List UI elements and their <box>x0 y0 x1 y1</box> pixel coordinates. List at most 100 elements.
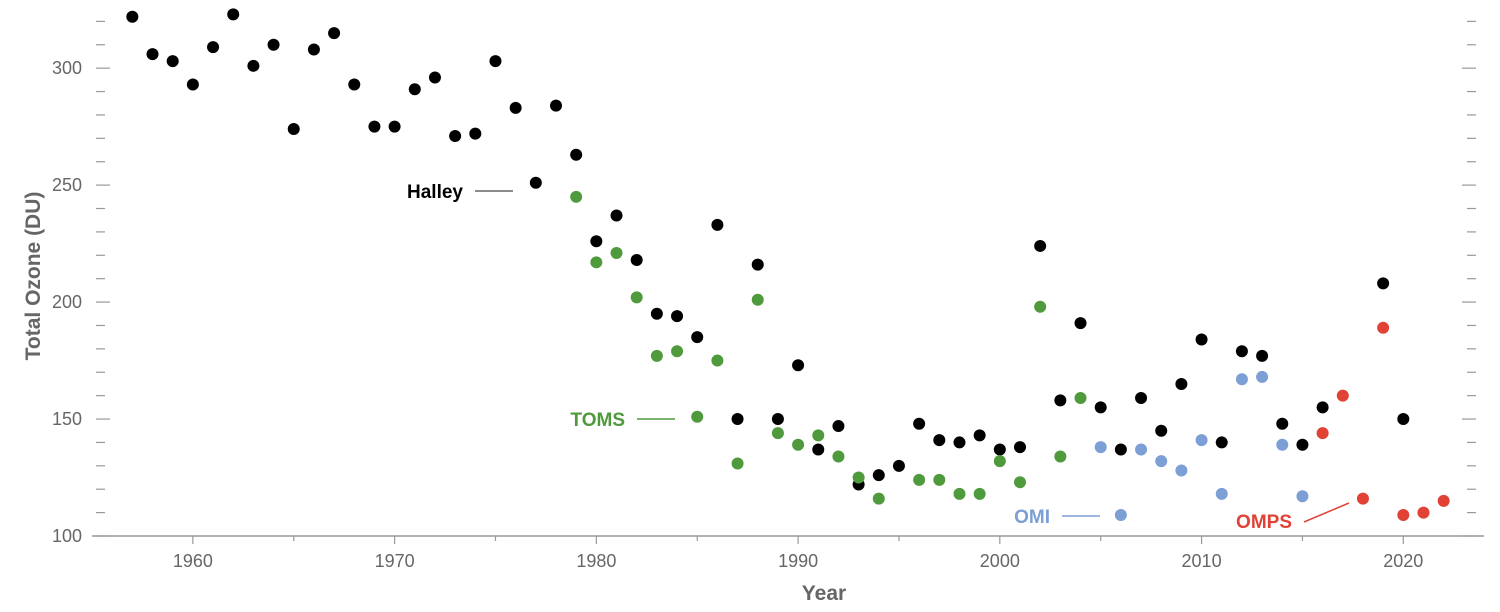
data-point-halley <box>207 41 220 54</box>
data-point-omps <box>1377 321 1390 334</box>
data-point-halley <box>247 59 260 72</box>
data-point-halley <box>1034 239 1047 252</box>
data-point-halley <box>933 434 946 447</box>
data-point-toms <box>973 487 986 500</box>
x-tick-label: 2020 <box>1383 551 1423 571</box>
data-point-toms <box>933 473 946 486</box>
data-point-toms <box>872 492 885 505</box>
y-tick-label: 300 <box>52 58 82 78</box>
data-point-halley <box>388 120 401 133</box>
data-point-halley <box>771 413 784 426</box>
data-point-halley <box>267 38 280 51</box>
x-tick-label: 1980 <box>576 551 616 571</box>
data-point-toms <box>771 427 784 440</box>
data-point-halley <box>328 27 341 40</box>
series-label-toms: TOMS <box>570 410 625 431</box>
data-point-toms <box>691 410 704 423</box>
data-point-halley <box>529 176 542 189</box>
data-point-omi <box>1256 370 1269 383</box>
data-point-halley <box>126 10 139 23</box>
data-point-halley <box>671 310 684 323</box>
data-point-toms <box>751 293 764 306</box>
data-point-halley <box>469 127 482 140</box>
data-point-halley <box>489 55 502 68</box>
data-point-halley <box>1135 391 1148 404</box>
data-point-halley <box>973 429 986 442</box>
data-point-omps <box>1437 494 1450 507</box>
data-point-halley <box>348 78 361 91</box>
data-point-halley <box>610 209 623 222</box>
data-point-omps <box>1356 492 1369 505</box>
x-tick-label: 1960 <box>173 551 213 571</box>
data-point-halley <box>408 83 421 96</box>
data-point-halley <box>650 307 663 320</box>
data-point-toms <box>570 190 583 203</box>
data-point-halley <box>307 43 320 56</box>
data-point-halley <box>892 459 905 472</box>
data-point-toms <box>812 429 825 442</box>
series-label-omi: OMI <box>1014 507 1050 528</box>
data-point-halley <box>570 148 583 161</box>
data-point-omi <box>1296 490 1309 503</box>
data-point-omi <box>1135 443 1148 456</box>
data-point-halley <box>1316 401 1329 414</box>
data-point-halley <box>913 417 926 430</box>
data-point-omi <box>1276 438 1289 451</box>
data-point-halley <box>1215 436 1228 449</box>
data-point-omi <box>1195 434 1208 447</box>
axes: 1960 1970 1980 1990 2000 2010 2020 100 150 200 250… <box>52 20 1484 571</box>
data-point-omi <box>1215 487 1228 500</box>
data-point-halley <box>1296 438 1309 451</box>
data-point-halley <box>428 71 441 84</box>
y-axis-title: Total Ozone (DU) <box>22 192 45 361</box>
x-tick-label: 1970 <box>375 551 415 571</box>
data-point-halley <box>1114 443 1127 456</box>
data-point-halley <box>1377 277 1390 290</box>
x-axis-title: Year <box>802 582 846 605</box>
data-point-halley <box>146 48 159 61</box>
data-point-omi <box>1114 508 1127 521</box>
data-point-toms <box>792 438 805 451</box>
data-point-halley <box>1155 424 1168 437</box>
data-point-halley <box>792 359 805 372</box>
data-point-omps <box>1316 427 1329 440</box>
data-point-halley <box>186 78 199 91</box>
data-point-halley <box>1054 394 1067 407</box>
data-point-toms <box>671 345 684 358</box>
data-point-halley <box>227 8 240 21</box>
data-point-halley <box>691 331 704 344</box>
data-point-halley <box>449 129 462 142</box>
data-point-halley <box>166 55 179 68</box>
data-point-halley <box>953 436 966 449</box>
data-point-toms <box>711 354 724 367</box>
series-label-omps: OMPS <box>1236 512 1292 533</box>
y-tick-label: 150 <box>52 409 82 429</box>
data-point-toms <box>993 455 1006 468</box>
data-point-halley <box>1256 349 1269 362</box>
data-point-halley <box>1014 441 1026 454</box>
y-tick-label: 200 <box>52 292 82 312</box>
y-tick-label: 250 <box>52 175 82 195</box>
data-point-toms <box>1014 476 1026 489</box>
data-point-halley <box>1074 317 1087 330</box>
data-point-toms <box>1034 300 1047 313</box>
data-point-omps <box>1417 506 1430 519</box>
y-tick-label: 100 <box>52 526 82 546</box>
x-tick-label: 2010 <box>1182 551 1222 571</box>
data-point-halley <box>751 258 764 271</box>
data-point-toms <box>650 349 663 362</box>
data-point-halley <box>1276 417 1289 430</box>
data-point-halley <box>368 120 381 133</box>
data-point-toms <box>610 246 623 259</box>
data-point-halley <box>872 469 885 482</box>
data-points <box>126 8 1450 521</box>
data-point-halley <box>1235 345 1248 358</box>
leader-line-omps <box>1303 502 1350 523</box>
data-point-toms <box>731 457 744 470</box>
data-point-halley <box>1397 413 1410 426</box>
data-point-toms <box>832 450 845 463</box>
data-point-omps <box>1336 389 1349 402</box>
data-point-halley <box>832 420 845 433</box>
data-point-halley <box>509 101 522 114</box>
